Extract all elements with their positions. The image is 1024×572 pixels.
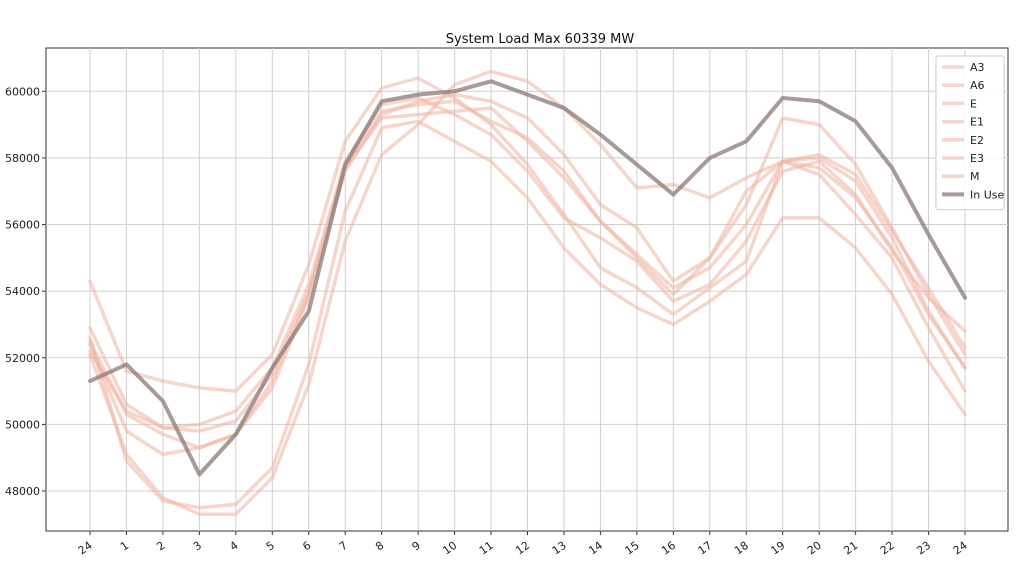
legend-label: E xyxy=(970,97,977,110)
x-tick-label: 19 xyxy=(769,539,788,558)
y-axis: 48000 50000 52000 54000 56000 58000 60000 xyxy=(5,85,46,498)
x-tick-label: 6 xyxy=(300,539,313,554)
y-tick-label: 54000 xyxy=(5,285,40,298)
legend-label: E3 xyxy=(970,152,984,165)
x-tick-label: 11 xyxy=(477,539,496,558)
legend-label: M xyxy=(970,170,980,183)
legend-label: A6 xyxy=(970,79,985,92)
y-tick-label: 48000 xyxy=(5,485,40,498)
x-tick-label: 8 xyxy=(373,539,386,554)
y-tick-label: 50000 xyxy=(5,418,40,431)
x-tick-label: 24 xyxy=(951,539,970,558)
series-line-in-use xyxy=(88,79,967,477)
x-tick-label: 22 xyxy=(878,539,897,558)
grid xyxy=(46,48,1008,531)
chart-title: System Load Max 60339 MW xyxy=(446,32,635,47)
x-tick-label: 9 xyxy=(410,539,423,554)
legend: A3 A6 E E1 E2 E3 M In Use xyxy=(935,55,1005,211)
y-tick-label: 56000 xyxy=(5,219,40,232)
y-tick-label: 58000 xyxy=(5,152,40,165)
x-tick-label: 13 xyxy=(550,539,569,558)
x-tick-label: 16 xyxy=(659,539,678,558)
legend-label: A3 xyxy=(970,61,985,74)
series-line-e2 xyxy=(88,69,967,517)
series-line-e3 xyxy=(88,119,967,510)
legend-box xyxy=(935,55,1005,211)
series-line-a6 xyxy=(88,99,967,433)
series-line-m xyxy=(88,96,967,430)
x-tick-label: 7 xyxy=(337,539,350,554)
x-axis: 24 1 2 3 4 5 6 7 8 9 10 11 12 13 14 15 16 17 18 19 20 21 22 23 2… xyxy=(76,531,970,557)
series-line-a3 xyxy=(88,76,967,393)
legend-label: E1 xyxy=(970,116,984,129)
x-tick-label: 18 xyxy=(732,539,751,558)
x-tick-label: 4 xyxy=(227,539,240,554)
x-tick-label: 14 xyxy=(586,539,605,558)
x-tick-label: 21 xyxy=(841,539,860,558)
x-tick-label: 12 xyxy=(513,539,532,558)
series-layer xyxy=(88,69,967,517)
x-tick-label: 10 xyxy=(440,539,459,558)
x-tick-label: 17 xyxy=(696,539,715,558)
x-tick-label: 23 xyxy=(914,539,933,558)
x-tick-label: 24 xyxy=(76,539,95,558)
x-tick-label: 5 xyxy=(264,539,277,554)
y-tick-label: 60000 xyxy=(5,85,40,98)
y-tick-label: 52000 xyxy=(5,352,40,365)
x-tick-label: 15 xyxy=(623,539,642,558)
x-tick-label: 2 xyxy=(154,539,167,554)
legend-label: E2 xyxy=(970,134,984,147)
legend-label: In Use xyxy=(970,188,1004,201)
x-tick-label: 3 xyxy=(191,539,204,554)
x-tick-label: 1 xyxy=(118,539,131,554)
x-tick-label: 20 xyxy=(805,539,824,558)
